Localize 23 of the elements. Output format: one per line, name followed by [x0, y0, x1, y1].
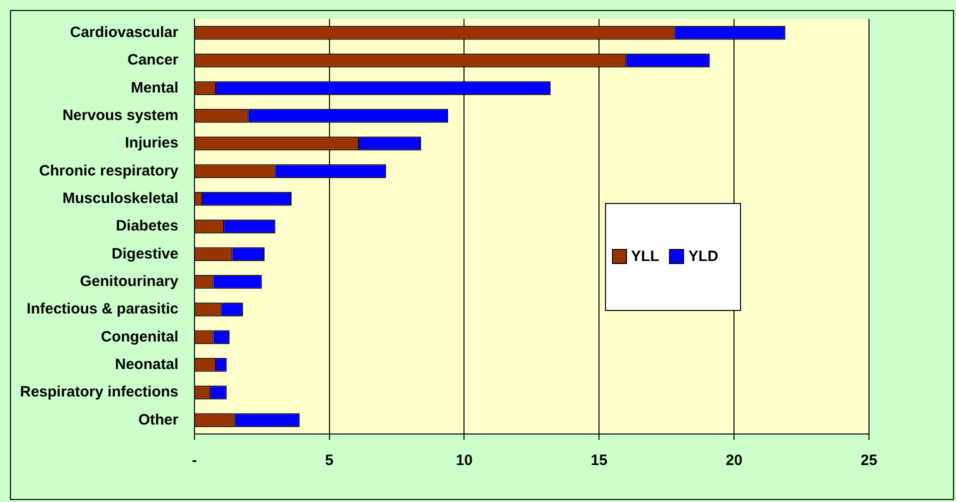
y-tick-label: Other [138, 411, 179, 428]
x-tick-label: 15 [590, 452, 608, 470]
x-tick-label: 25 [860, 452, 878, 470]
legend-label: YLL [631, 248, 660, 265]
y-tick-label: Digestive [112, 245, 178, 262]
x-tick-label: 10 [456, 452, 473, 470]
y-tick-label: Neonatal [115, 356, 178, 373]
x-tick-label: 5 [325, 452, 334, 470]
y-tick-label: Diabetes [116, 218, 178, 235]
x-tick-label: - [192, 452, 197, 470]
y-tick-label: Respiratory infections [20, 384, 178, 401]
x-tick-label: 20 [726, 452, 742, 470]
y-tick-label: Genitourinary [80, 272, 180, 290]
y-tick-label: Congenital [100, 328, 178, 346]
y-tick-label: Infectious & parasitic [26, 300, 178, 318]
y-tick-label: Cancer [128, 52, 179, 69]
y-tick-label: Mental [130, 79, 178, 96]
y-tick-label: Nervous system [62, 106, 178, 124]
y-tick-label: Musculoskeletal [62, 190, 178, 207]
legend-label: YLD [688, 248, 718, 265]
y-tick-label: Chronic respiratory [39, 162, 180, 180]
y-tick-label: Cardiovascular [70, 24, 179, 41]
y-tick-label: Injuries [125, 134, 178, 152]
